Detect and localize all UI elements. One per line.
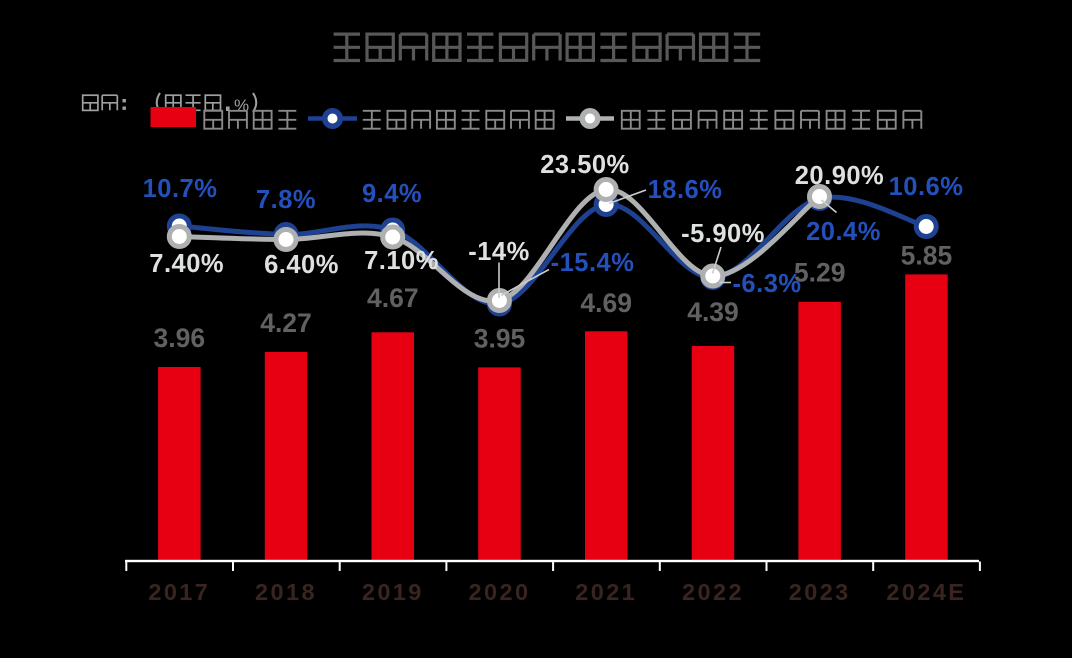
svg-text:10.7%: 10.7%	[143, 175, 218, 203]
svg-text:2019: 2019	[362, 579, 424, 605]
svg-text:-14%: -14%	[468, 238, 530, 266]
svg-text:3.96: 3.96	[154, 323, 206, 353]
svg-text:3.95: 3.95	[474, 324, 526, 354]
svg-text:2017: 2017	[148, 579, 210, 605]
svg-text:23.50%: 23.50%	[540, 151, 630, 179]
svg-text:10.6%: 10.6%	[889, 173, 964, 201]
svg-text:9.4%: 9.4%	[362, 180, 422, 208]
svg-text:-6.3%: -6.3%	[732, 270, 801, 298]
svg-text:20.90%: 20.90%	[795, 162, 885, 190]
svg-text:5.85: 5.85	[901, 241, 953, 271]
svg-text:4.69: 4.69	[580, 288, 632, 318]
svg-text:4.39: 4.39	[687, 297, 739, 327]
svg-text:2022: 2022	[682, 579, 744, 605]
svg-text:4.27: 4.27	[260, 308, 312, 338]
svg-text:4.67: 4.67	[367, 283, 419, 313]
svg-text:20.4%: 20.4%	[806, 218, 881, 246]
svg-text:7.40%: 7.40%	[149, 250, 224, 278]
svg-text:18.6%: 18.6%	[648, 176, 723, 204]
svg-text:2020: 2020	[469, 579, 531, 605]
svg-text:2024E: 2024E	[886, 579, 966, 605]
svg-text:2023: 2023	[789, 579, 851, 605]
svg-text:5.29: 5.29	[794, 258, 846, 288]
svg-text:-5.90%: -5.90%	[681, 220, 765, 248]
svg-text:2018: 2018	[255, 579, 317, 605]
svg-text:7.8%: 7.8%	[256, 186, 316, 214]
svg-text:7.10%: 7.10%	[364, 247, 439, 275]
svg-text:2021: 2021	[575, 579, 637, 605]
svg-text:6.40%: 6.40%	[264, 251, 339, 279]
svg-text:-15.4%: -15.4%	[551, 249, 635, 277]
